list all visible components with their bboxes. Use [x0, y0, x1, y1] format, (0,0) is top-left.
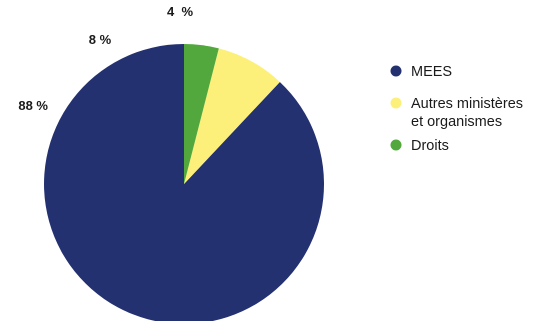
legend-item-droits: Droits [390, 138, 449, 154]
legend-label-mees: MEES [411, 64, 452, 80]
pie-label-autres-ministeres-et-organismes: 8 % [89, 32, 112, 47]
pie-slices [44, 44, 324, 321]
pie-slice-mees [44, 44, 324, 321]
pie-slice-droits [184, 44, 219, 184]
legend-label-autres-ministeres-et-organismes: Autres ministères et organismes [411, 96, 523, 130]
legend-item-autres-ministeres-et-organismes: Autres ministères et organismes [390, 96, 523, 130]
legend-label-droits: Droits [411, 138, 449, 154]
pie-label-mees: 88 % [18, 98, 48, 113]
legend-swatch-mees [390, 65, 402, 77]
percentage-labels: 88 % 8 % 4 % [18, 4, 193, 113]
legend-swatch-autres-ministeres-et-organismes [390, 97, 402, 109]
legend-swatch-droits [390, 139, 402, 151]
pie-slice-autres-ministeres-et-organismes [184, 48, 280, 185]
legend-item-mees: MEES [390, 64, 452, 80]
legend: MEES Autres ministères et organismes Droits [390, 64, 523, 154]
pie-label-droits: 4 % [167, 4, 193, 19]
